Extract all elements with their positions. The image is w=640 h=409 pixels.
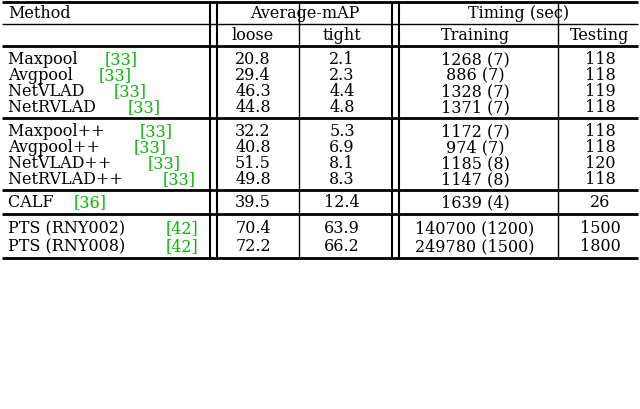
Text: 2.1: 2.1 (329, 52, 355, 68)
Text: CALF: CALF (8, 194, 59, 211)
Text: 118: 118 (584, 171, 616, 188)
Text: 39.5: 39.5 (235, 194, 271, 211)
Text: NetRVLAD++: NetRVLAD++ (8, 171, 128, 188)
Text: Timing (sec): Timing (sec) (468, 5, 569, 22)
Text: 2.3: 2.3 (329, 67, 355, 84)
Text: 1268 (7): 1268 (7) (440, 52, 509, 68)
Text: 40.8: 40.8 (235, 139, 271, 156)
Text: 5.3: 5.3 (329, 123, 355, 140)
Text: 118: 118 (584, 67, 616, 84)
Text: Maxpool: Maxpool (8, 52, 83, 68)
Text: 29.4: 29.4 (235, 67, 271, 84)
Text: 140700 (1200): 140700 (1200) (415, 220, 534, 237)
Text: 70.4: 70.4 (235, 220, 271, 237)
Text: 1147 (8): 1147 (8) (440, 171, 509, 188)
Text: 1328 (7): 1328 (7) (440, 83, 509, 100)
Text: [33]: [33] (163, 171, 196, 188)
Text: [36]: [36] (74, 194, 106, 211)
Text: 1800: 1800 (580, 238, 620, 255)
Text: [33]: [33] (140, 123, 172, 140)
Text: 1371 (7): 1371 (7) (440, 99, 509, 116)
Text: 120: 120 (585, 155, 615, 172)
Text: 1172 (7): 1172 (7) (440, 123, 509, 140)
Text: 6.9: 6.9 (329, 139, 355, 156)
Text: 118: 118 (584, 99, 616, 116)
Text: 63.9: 63.9 (324, 220, 360, 237)
Text: 32.2: 32.2 (235, 123, 271, 140)
Text: Testing: Testing (570, 27, 630, 45)
Text: [33]: [33] (128, 99, 161, 116)
Text: 12.4: 12.4 (324, 194, 360, 211)
Text: 72.2: 72.2 (235, 238, 271, 255)
Text: 118: 118 (584, 123, 616, 140)
Text: NetVLAD++: NetVLAD++ (8, 155, 116, 172)
Text: 249780 (1500): 249780 (1500) (415, 238, 535, 255)
Text: 1639 (4): 1639 (4) (440, 194, 509, 211)
Text: 20.8: 20.8 (235, 52, 271, 68)
Text: 4.4: 4.4 (330, 83, 355, 100)
Text: Maxpool++: Maxpool++ (8, 123, 109, 140)
Text: Avgpool: Avgpool (8, 67, 78, 84)
Text: Avgpool++: Avgpool++ (8, 139, 105, 156)
Text: PTS (RNY008): PTS (RNY008) (8, 238, 131, 255)
Text: 119: 119 (584, 83, 616, 100)
Text: [33]: [33] (148, 155, 181, 172)
Text: [33]: [33] (133, 139, 166, 156)
Text: 886 (7): 886 (7) (445, 67, 504, 84)
Text: 118: 118 (584, 139, 616, 156)
Text: 1500: 1500 (580, 220, 620, 237)
Text: 974 (7): 974 (7) (445, 139, 504, 156)
Text: [42]: [42] (166, 220, 198, 237)
Text: NetVLAD: NetVLAD (8, 83, 90, 100)
Text: [33]: [33] (99, 67, 131, 84)
Text: [33]: [33] (113, 83, 146, 100)
Text: NetRVLAD: NetRVLAD (8, 99, 101, 116)
Text: 49.8: 49.8 (235, 171, 271, 188)
Text: tight: tight (323, 27, 362, 45)
Text: 44.8: 44.8 (235, 99, 271, 116)
Text: loose: loose (232, 27, 274, 45)
Text: Training: Training (440, 27, 509, 45)
Text: 26: 26 (590, 194, 610, 211)
Text: Average-mAP: Average-mAP (250, 5, 359, 22)
Text: [33]: [33] (104, 52, 138, 68)
Text: 4.8: 4.8 (329, 99, 355, 116)
Text: 51.5: 51.5 (235, 155, 271, 172)
Text: 118: 118 (584, 52, 616, 68)
Text: Method: Method (8, 5, 70, 22)
Text: [42]: [42] (166, 238, 198, 255)
Text: 8.1: 8.1 (329, 155, 355, 172)
Text: 1185 (8): 1185 (8) (440, 155, 509, 172)
Text: 8.3: 8.3 (329, 171, 355, 188)
Text: 66.2: 66.2 (324, 238, 360, 255)
Text: 46.3: 46.3 (235, 83, 271, 100)
Text: PTS (RNY002): PTS (RNY002) (8, 220, 131, 237)
